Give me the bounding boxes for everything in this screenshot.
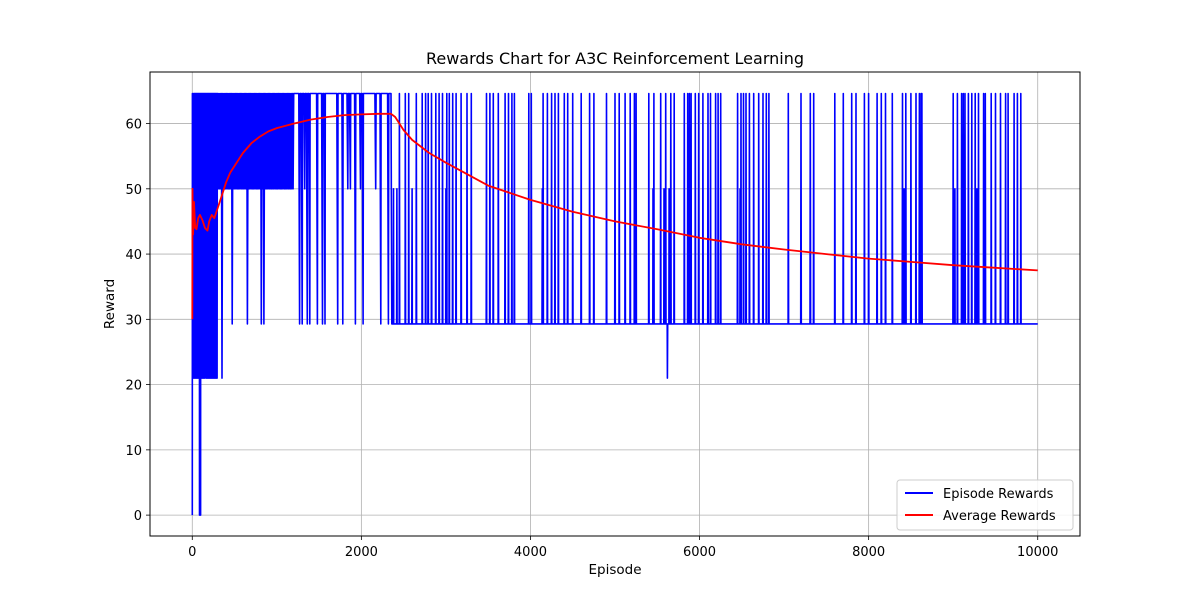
x-tick-label: 8000 [852, 545, 885, 560]
chart-title: Rewards Chart for A3C Reinforcement Lear… [426, 49, 804, 68]
legend-label: Average Rewards [943, 509, 1056, 524]
plot-frame [149, 71, 1081, 537]
y-tick-label: 40 [125, 248, 142, 263]
average-rewards-line [191, 112, 1038, 320]
x-tick-label: 10000 [1017, 545, 1058, 560]
series-layer [191, 92, 1038, 516]
y-tick-label: 30 [125, 313, 142, 328]
y-tick-label: 0 [134, 509, 142, 524]
y-tick-label: 20 [125, 379, 142, 394]
y-tick-label: 50 [125, 183, 142, 198]
x-tick-label: 2000 [345, 545, 378, 560]
y-tick-label: 10 [125, 444, 142, 459]
y-tick-label: 60 [125, 118, 142, 133]
episode-rewards-line [191, 92, 1038, 516]
ticks: 0 2000 4000 6000 8000 10000 0 10 20 30 40 50 60 [125, 118, 1058, 560]
x-axis-label: Episode [588, 562, 641, 578]
x-tick-label: 4000 [514, 545, 547, 560]
x-tick-label: 6000 [683, 545, 716, 560]
x-tick-label: 0 [188, 545, 196, 560]
y-axis-label: Reward [102, 279, 118, 329]
legend-label: Episode Rewards [943, 487, 1054, 502]
legend: Episode Rewards Average Rewards [896, 479, 1074, 531]
legend-box [896, 479, 1074, 531]
